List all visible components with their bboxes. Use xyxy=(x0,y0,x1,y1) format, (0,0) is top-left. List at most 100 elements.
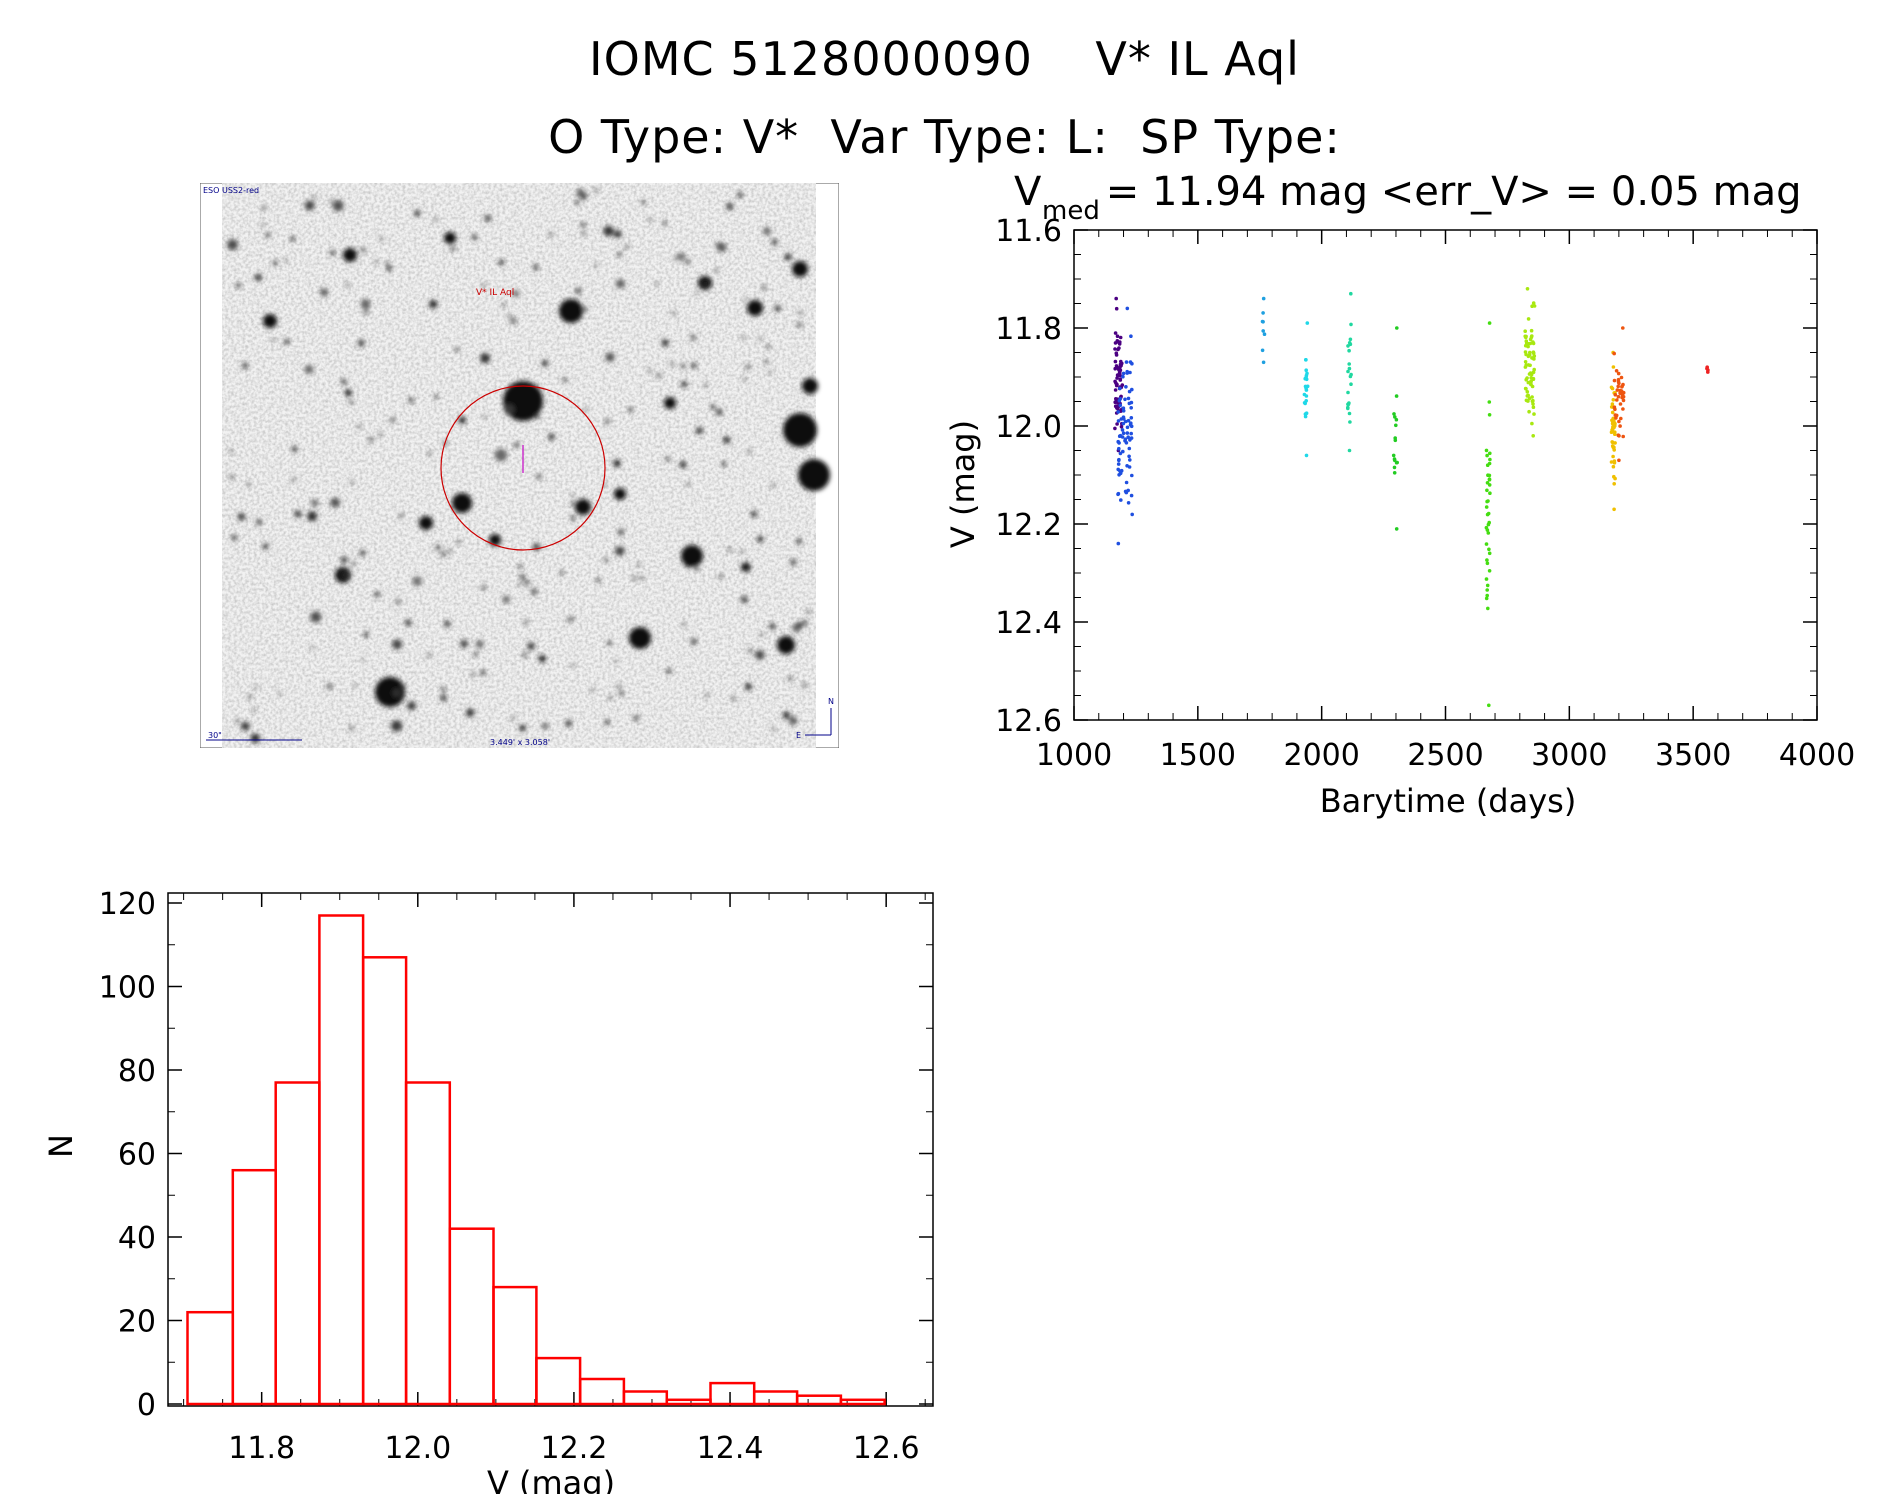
data-point xyxy=(1121,409,1126,413)
scale-label: 30" xyxy=(208,731,222,740)
star-faint xyxy=(741,562,751,573)
light-curve-title-main: V xyxy=(1014,169,1042,215)
star-faint xyxy=(750,511,757,517)
data-point xyxy=(1261,296,1266,301)
data-point xyxy=(1616,380,1621,384)
data-point xyxy=(1117,346,1121,350)
data-point xyxy=(1612,351,1616,356)
star-faint xyxy=(565,720,572,727)
data-point xyxy=(1484,577,1489,581)
data-point xyxy=(1394,417,1399,422)
data-point xyxy=(1485,488,1489,493)
star-faint xyxy=(681,381,688,388)
star-faint xyxy=(483,415,487,419)
data-point xyxy=(1125,371,1129,375)
star-faint xyxy=(665,457,670,462)
data-point xyxy=(1612,446,1616,450)
star-faint xyxy=(633,715,639,721)
data-point xyxy=(1394,527,1399,531)
data-point xyxy=(1391,453,1396,458)
star-faint xyxy=(571,494,575,498)
star-bright xyxy=(664,397,676,409)
star-bright xyxy=(559,299,583,323)
star-faint xyxy=(456,540,461,544)
star-faint xyxy=(454,347,460,352)
star-faint xyxy=(444,620,451,627)
star-faint xyxy=(466,708,475,717)
star-faint xyxy=(796,322,803,328)
data-point xyxy=(1486,531,1491,535)
data-point xyxy=(1118,403,1123,408)
star-faint xyxy=(607,640,612,646)
figure-title-line1: IOMC 5128000090 V* IL Aql xyxy=(589,32,1300,86)
data-point xyxy=(1113,400,1117,405)
star-faint xyxy=(502,595,511,604)
data-point xyxy=(1526,399,1530,403)
data-point xyxy=(1349,372,1353,377)
data-point xyxy=(1121,374,1125,379)
star-faint xyxy=(731,696,736,701)
data-point xyxy=(1115,376,1119,380)
star-faint xyxy=(640,576,644,580)
data-point xyxy=(1118,469,1122,473)
star-faint xyxy=(788,676,793,681)
star-faint xyxy=(460,639,468,648)
star-faint xyxy=(434,395,439,399)
data-point xyxy=(1393,438,1398,443)
star-faint xyxy=(414,210,421,217)
star-faint xyxy=(575,287,582,294)
star-faint xyxy=(796,622,803,629)
data-point xyxy=(1613,407,1617,412)
star-faint xyxy=(771,239,778,246)
data-point xyxy=(1119,498,1123,502)
x-tick-label: 4000 xyxy=(1779,738,1855,773)
data-point xyxy=(1529,328,1534,333)
star-faint xyxy=(390,720,403,732)
data-point xyxy=(1485,588,1489,592)
data-point xyxy=(1126,488,1130,493)
star-faint xyxy=(379,237,384,241)
star-faint xyxy=(363,309,369,315)
data-point xyxy=(1529,335,1534,340)
star-faint xyxy=(769,623,776,630)
data-point xyxy=(1118,451,1123,456)
star-faint xyxy=(400,683,406,689)
y-tick-label: 11.8 xyxy=(995,312,1062,347)
data-point xyxy=(1129,493,1134,498)
star-faint xyxy=(374,260,378,264)
data-point xyxy=(1530,395,1534,399)
star-faint xyxy=(361,658,365,662)
star-faint xyxy=(714,268,719,273)
data-point xyxy=(1611,398,1616,402)
x-tick-label: 1000 xyxy=(1036,738,1112,773)
data-point xyxy=(1116,419,1121,423)
star-faint xyxy=(807,610,811,614)
data-point xyxy=(1261,311,1265,315)
data-point xyxy=(1117,458,1121,463)
data-point xyxy=(1611,365,1616,369)
star-faint xyxy=(304,365,314,374)
data-point xyxy=(1523,360,1528,364)
star-faint xyxy=(677,252,686,261)
star-faint xyxy=(614,660,618,664)
star-faint xyxy=(637,563,641,567)
star-faint xyxy=(673,257,677,261)
star-faint xyxy=(341,570,350,580)
data-point xyxy=(1617,458,1621,463)
star-faint xyxy=(603,225,614,237)
data-point xyxy=(1526,317,1531,321)
star-faint xyxy=(392,688,401,698)
star-bright xyxy=(489,534,501,546)
data-point xyxy=(1348,420,1352,424)
data-point xyxy=(1118,335,1123,340)
star-faint xyxy=(250,733,260,743)
star-faint xyxy=(519,574,525,580)
star-faint xyxy=(471,234,478,240)
star-faint xyxy=(740,549,745,554)
star-faint xyxy=(604,418,611,425)
star-faint xyxy=(254,685,258,690)
star-faint xyxy=(265,232,271,238)
star-bright xyxy=(263,314,277,328)
star-faint xyxy=(596,578,601,583)
star-faint xyxy=(655,281,659,286)
